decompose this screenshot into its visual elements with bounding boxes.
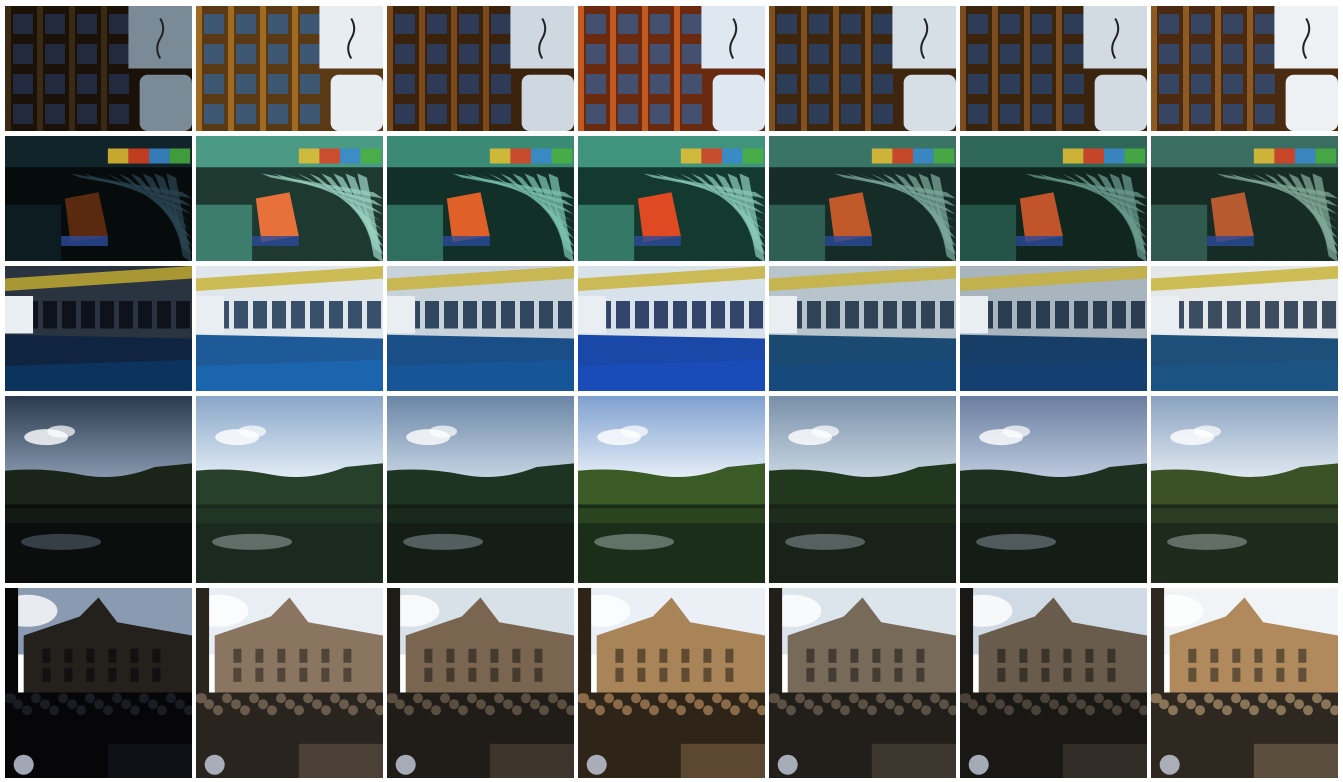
lake-image [387,396,574,583]
crowd-image [196,588,383,778]
image-tile-hall-5 [769,266,956,391]
image-tile-crowd-3 [387,588,574,778]
crowd-image [1151,588,1338,778]
lake-image [1151,396,1338,583]
stadium-image [578,136,765,261]
image-tile-stadium-1 [5,136,192,261]
crowd-image [960,588,1147,778]
image-tile-lake-6 [960,396,1147,583]
lake-image [5,396,192,583]
image-tile-hall-7 [1151,266,1338,391]
bookshelf-image [960,6,1147,131]
image-tile-lake-1 [5,396,192,583]
lake-image [578,396,765,583]
image-tile-hall-1 [5,266,192,391]
lake-image [769,396,956,583]
image-tile-bookshelf-6 [960,6,1147,131]
image-tile-stadium-6 [960,136,1147,261]
hall-image [578,266,765,391]
crowd-image [387,588,574,778]
image-tile-stadium-7 [1151,136,1338,261]
hall-image [196,266,383,391]
image-tile-crowd-2 [196,588,383,778]
image-tile-hall-3 [387,266,574,391]
hall-image [1151,266,1338,391]
stadium-image [769,136,956,261]
hall-image [960,266,1147,391]
image-tile-bookshelf-4 [578,6,765,131]
bookshelf-image [387,6,574,131]
image-tile-lake-3 [387,396,574,583]
hall-image [769,266,956,391]
image-tile-stadium-2 [196,136,383,261]
image-tile-stadium-5 [769,136,956,261]
image-tile-hall-6 [960,266,1147,391]
crowd-image [5,588,192,778]
image-tile-crowd-4 [578,588,765,778]
image-tile-bookshelf-2 [196,6,383,131]
bookshelf-image [578,6,765,131]
image-tile-lake-2 [196,396,383,583]
bookshelf-image [196,6,383,131]
image-tile-bookshelf-7 [1151,6,1338,131]
stadium-image [387,136,574,261]
crowd-image [769,588,956,778]
stadium-image [960,136,1147,261]
crowd-image [578,588,765,778]
bookshelf-image [769,6,956,131]
image-tile-stadium-4 [578,136,765,261]
lake-image [960,396,1147,583]
image-tile-bookshelf-1 [5,6,192,131]
image-tile-hall-4 [578,266,765,391]
image-tile-crowd-1 [5,588,192,778]
image-tile-bookshelf-5 [769,6,956,131]
bookshelf-image [1151,6,1338,131]
image-tile-lake-7 [1151,396,1338,583]
hall-image [387,266,574,391]
image-tile-crowd-5 [769,588,956,778]
stadium-image [196,136,383,261]
image-tile-hall-2 [196,266,383,391]
stadium-image [5,136,192,261]
image-tile-stadium-3 [387,136,574,261]
image-tile-crowd-7 [1151,588,1338,778]
lake-image [196,396,383,583]
bookshelf-image [5,6,192,131]
image-tile-bookshelf-3 [387,6,574,131]
hall-image [5,266,192,391]
image-tile-lake-4 [578,396,765,583]
image-tile-crowd-6 [960,588,1147,778]
image-tile-lake-5 [769,396,956,583]
stadium-image [1151,136,1338,261]
